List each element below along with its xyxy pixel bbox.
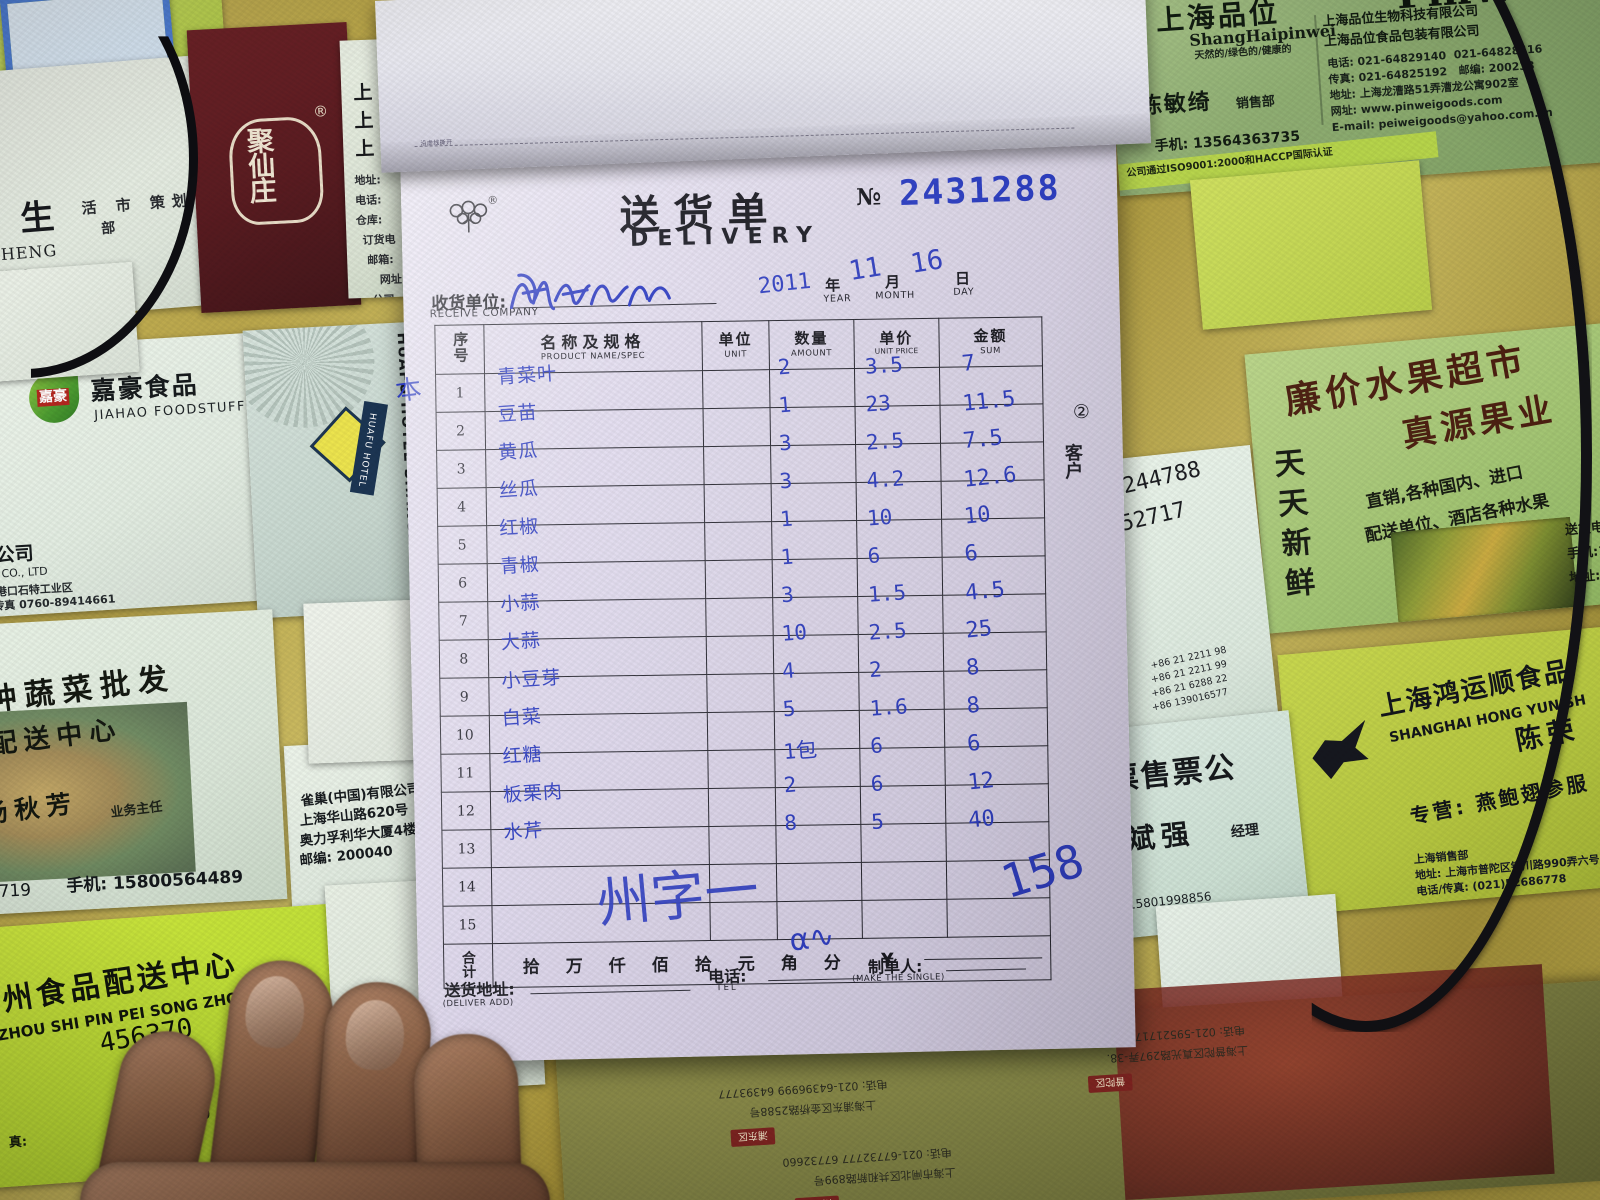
receive-company-signature	[509, 273, 671, 311]
hand	[20, 930, 580, 1200]
clover-tree-logo-icon	[449, 200, 488, 233]
delivery-receipt: ® 送货单 DELIVERY № 2431288 收货单位: RECEIVE C…	[394, 142, 1136, 1063]
palm	[80, 1162, 550, 1200]
